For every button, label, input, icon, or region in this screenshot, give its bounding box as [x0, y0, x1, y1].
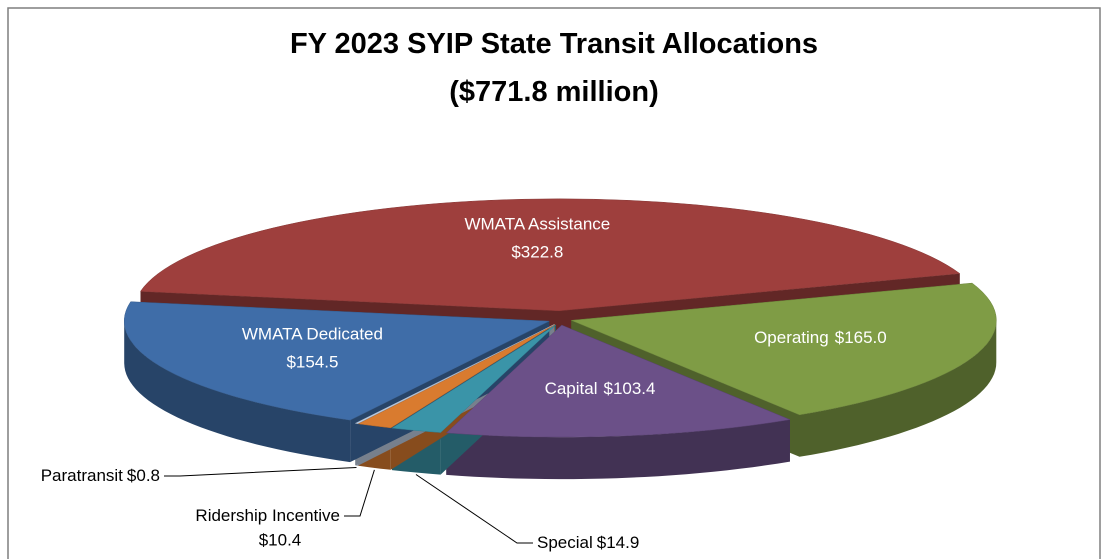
label-value: $322.8 [511, 243, 563, 262]
label-value: $0.8 [127, 466, 160, 485]
label-category: WMATA Dedicated [242, 325, 383, 344]
pie-slice [124, 301, 551, 421]
label-category: Capital [545, 379, 598, 398]
leader-line [164, 467, 357, 477]
pie-slice [354, 324, 555, 424]
pie-slice [357, 324, 556, 429]
data-label: Operating $165.0 [754, 328, 887, 347]
data-label: WMATA Assistance $322.8 [464, 215, 610, 262]
label-category: Operating [754, 328, 829, 347]
pie-slice [445, 324, 791, 438]
pie-slice [571, 282, 997, 416]
data-label: Ridership Incentive $10.4 [195, 506, 340, 550]
data-label: Paratransit $0.8 [41, 466, 160, 485]
label-value: $165.0 [835, 328, 887, 347]
label-value: $10.4 [259, 531, 302, 550]
slice-outer-wall [124, 321, 351, 463]
label-category: WMATA Assistance [464, 215, 610, 234]
data-label: Special $14.9 [537, 533, 639, 552]
label-category: Special [537, 533, 593, 552]
slice-outer-wall [799, 320, 997, 457]
label-category: Ridership Incentive [195, 506, 340, 525]
chart-subtitle: ($771.8 million) [449, 76, 659, 108]
pie-slice [391, 324, 557, 433]
chart-title: FY 2023 SYIP State Transit Allocations [290, 28, 818, 60]
label-value: $154.5 [286, 353, 338, 372]
label-category: Paratransit [41, 466, 123, 485]
data-label: Capital $103.4 [545, 379, 656, 398]
data-label: WMATA Dedicated $154.5 [242, 325, 383, 372]
slice-outer-wall [446, 419, 790, 480]
leader-line [415, 474, 533, 544]
label-value: $14.9 [597, 533, 640, 552]
pie-slice [140, 198, 961, 312]
label-value: $103.4 [603, 379, 655, 398]
leader-line [344, 469, 375, 517]
